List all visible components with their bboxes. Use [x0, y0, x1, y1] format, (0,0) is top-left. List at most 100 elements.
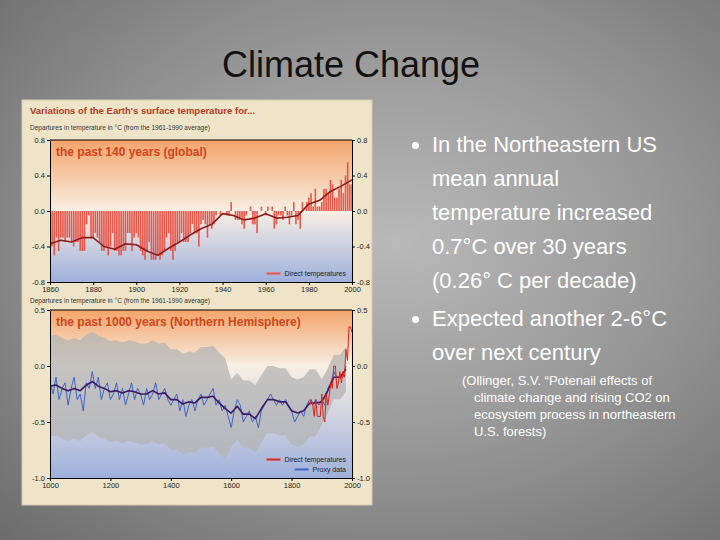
- bar: [129, 211, 131, 233]
- bar: [172, 211, 174, 260]
- x-axis: 18601880190019201940196019802000: [42, 282, 361, 294]
- bar: [340, 180, 342, 211]
- tick: 0.4: [35, 171, 50, 180]
- bar: [60, 211, 62, 238]
- tick: 0.0: [352, 362, 367, 371]
- legend: Direct temperatures: [267, 270, 347, 278]
- bar: [99, 211, 101, 242]
- tick-label: 1960: [258, 285, 275, 294]
- tick-mark: [47, 247, 50, 248]
- tick: 2000: [344, 478, 361, 490]
- bar: [274, 211, 276, 229]
- bar: [209, 211, 211, 224]
- tick-mark: [352, 176, 355, 177]
- tick: 0.0: [35, 362, 50, 371]
- tick-label: 0.8: [35, 136, 45, 145]
- bar: [84, 211, 86, 251]
- bar: [54, 211, 56, 255]
- bar: [118, 211, 120, 255]
- tick-label: 1920: [172, 285, 189, 294]
- tick-label: 0.4: [357, 171, 367, 180]
- bar: [90, 211, 92, 238]
- bar: [170, 211, 172, 251]
- bar: [133, 211, 135, 238]
- plot-area: [50, 327, 352, 459]
- bar: [179, 211, 181, 242]
- bar: [107, 211, 109, 255]
- bar: [332, 184, 334, 211]
- bar: [269, 211, 271, 212]
- tick: 0.5: [352, 306, 367, 315]
- tick-label: 1600: [223, 481, 240, 490]
- plot-frame: [50, 140, 352, 141]
- x-axis: 100012001400160018002000: [42, 478, 361, 490]
- bar: [153, 211, 155, 260]
- bar: [196, 211, 198, 233]
- tick-label: 0.0: [35, 362, 45, 371]
- bullet: In the Northeastern US mean annual tempe…: [432, 128, 672, 298]
- tick: 0.0: [35, 207, 50, 216]
- bar: [224, 211, 226, 212]
- bar: [148, 211, 150, 242]
- bar: [343, 193, 345, 211]
- bar: [261, 207, 263, 211]
- bar: [256, 211, 258, 233]
- axis-title: Departures in temperature in °C (from th…: [30, 297, 210, 305]
- bar: [69, 211, 71, 238]
- bar: [161, 211, 163, 255]
- bar: [94, 211, 96, 233]
- tick-label: 0.5: [357, 306, 367, 315]
- bar: [345, 176, 347, 212]
- bar: [351, 184, 352, 211]
- bar: [135, 211, 137, 233]
- bar: [140, 211, 142, 251]
- legend-label: Direct temperatures: [285, 270, 347, 278]
- tick: -0.5: [352, 418, 370, 427]
- y-axis-right: -1.0-0.50.00.5: [352, 306, 370, 483]
- legend-swatch: [267, 273, 281, 275]
- line: [50, 180, 352, 255]
- bar: [334, 198, 336, 211]
- bar: [310, 193, 312, 211]
- bar: [278, 211, 280, 215]
- tick-label: 1980: [301, 285, 318, 294]
- bar: [103, 211, 105, 251]
- tick: 2000: [344, 282, 361, 294]
- tick: -0.4: [352, 242, 370, 251]
- tick: 1900: [128, 282, 145, 294]
- bar: [181, 211, 183, 233]
- bar: [58, 211, 60, 251]
- bar: [237, 211, 239, 220]
- tick-label: -0.5: [32, 418, 45, 427]
- plot-area: [50, 162, 352, 260]
- bar: [271, 207, 273, 211]
- bar: [317, 207, 319, 211]
- figure-frame: [22, 100, 372, 505]
- bar: [176, 211, 178, 242]
- tick-mark: [47, 478, 50, 479]
- bar: [293, 202, 295, 211]
- bar: [183, 211, 185, 242]
- bar: [82, 211, 84, 251]
- tick: 0.4: [352, 171, 367, 180]
- y-axis: -1.0-0.50.00.5: [32, 306, 50, 483]
- bar: [75, 211, 77, 242]
- bar: [116, 211, 118, 251]
- bar: [168, 211, 170, 233]
- tick: 1980: [301, 282, 318, 294]
- bar: [319, 207, 321, 211]
- bar: [250, 207, 252, 211]
- tick-mark: [47, 310, 50, 311]
- legend: Direct temperaturesProxy data: [267, 456, 347, 474]
- bar: [189, 211, 191, 233]
- bar: [245, 211, 247, 215]
- tick-label: 0.0: [35, 207, 45, 216]
- tick-mark: [352, 247, 355, 248]
- bar: [207, 211, 209, 238]
- bar: [112, 211, 114, 233]
- bar: [215, 211, 217, 215]
- bar: [114, 211, 116, 251]
- bar: [338, 189, 340, 211]
- bar: [295, 211, 297, 224]
- bar: [217, 211, 219, 212]
